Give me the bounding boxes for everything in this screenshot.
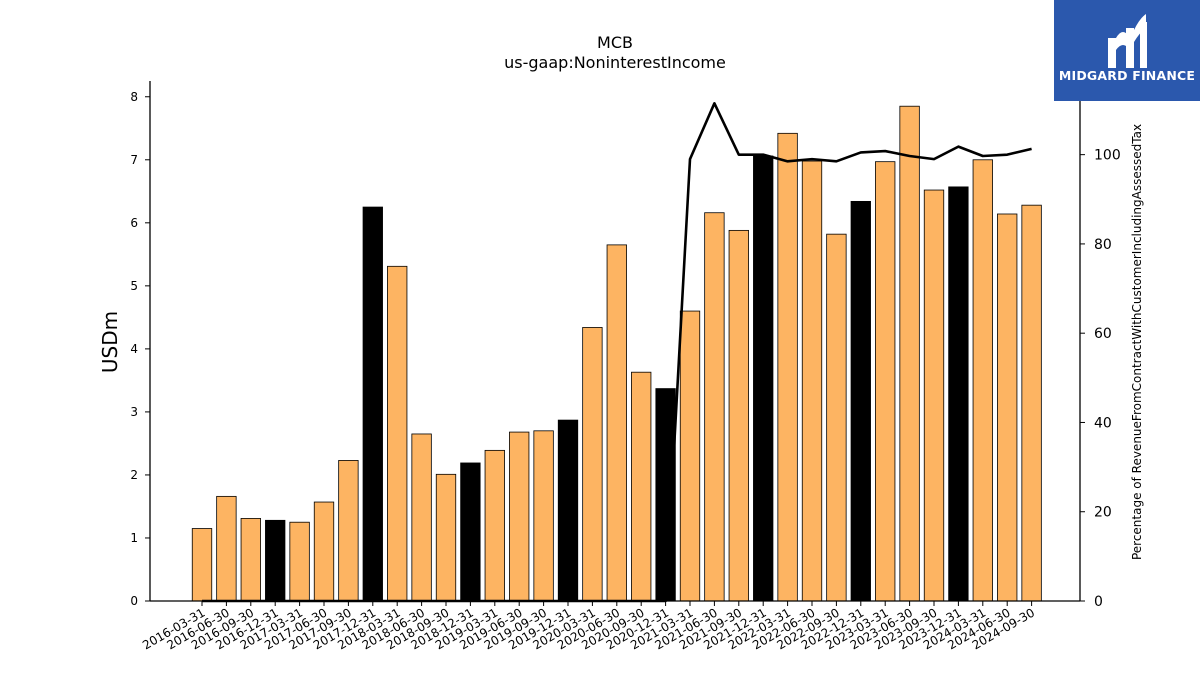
bar-2019-09-30 <box>533 430 554 602</box>
logo-text: MIDGARD FINANCE <box>1058 68 1196 83</box>
bar-2021-06-30 <box>704 212 725 602</box>
chart-title: MCB <box>597 33 633 52</box>
bar-2023-09-30 <box>923 189 945 602</box>
bar-2022-09-30 <box>826 233 847 602</box>
bar-2017-09-30 <box>338 460 359 602</box>
bar-2024-03-31 <box>972 159 993 602</box>
bar-2019-06-30 <box>509 431 530 602</box>
bar-2022-12-31 <box>850 200 871 602</box>
y-tick-label: 2 <box>130 468 138 482</box>
y2-tick-label: 40 <box>1094 415 1112 431</box>
y-tick-label: 1 <box>130 531 138 545</box>
bars-group <box>191 105 1042 602</box>
y-tick-label: 6 <box>130 216 138 230</box>
bar-2017-12-31 <box>362 206 383 602</box>
x-tick-labels: 2016-03-312016-06-302016-09-302016-12-31… <box>140 601 1037 652</box>
bar-2021-09-30 <box>728 229 749 602</box>
y-tick-label: 3 <box>130 405 138 419</box>
bar-2023-03-31 <box>875 161 896 602</box>
bar-2016-12-31 <box>265 519 286 602</box>
bar-2017-06-30 <box>313 501 335 602</box>
y-tick-label: 8 <box>130 90 138 104</box>
y2-tick-label: 100 <box>1094 148 1121 164</box>
bar-2022-03-31 <box>777 132 798 602</box>
y-tick-label: 0 <box>130 594 138 608</box>
bar-2022-06-30 <box>801 160 823 602</box>
bar-2020-03-31 <box>582 327 603 602</box>
y2-tick-label: 20 <box>1094 505 1112 521</box>
y-tick-labels: 0 1 2 3 4 5 6 7 8 <box>130 90 150 608</box>
bar-2018-09-30 <box>435 473 457 602</box>
logo-mark-icon <box>1108 14 1147 68</box>
bar-2024-06-30 <box>997 213 1018 602</box>
y-axis-label: USDm <box>98 311 122 373</box>
bar-2016-09-30 <box>240 518 261 602</box>
bar-2023-12-31 <box>948 186 969 602</box>
y-tick-label: 4 <box>130 342 138 356</box>
y2-tick-label: 80 <box>1094 237 1112 253</box>
brand-logo: MIDGARD FINANCE <box>1054 0 1200 101</box>
y2-tick-labels: 0 20 40 60 80 100 <box>1080 148 1121 610</box>
y2-axis-label: Percentage of RevenueFromContractWithCus… <box>1130 124 1144 560</box>
y-tick-label: 5 <box>130 279 138 293</box>
bar-2018-03-31 <box>387 265 408 602</box>
bar-2018-12-31 <box>460 462 481 602</box>
bar-2017-03-31 <box>289 521 310 602</box>
bar-2019-03-31 <box>484 449 505 602</box>
bar-2018-06-30 <box>411 433 432 602</box>
bar-2021-03-31 <box>679 310 701 602</box>
axes-group <box>149 81 1081 602</box>
y2-tick-label: 60 <box>1094 326 1112 342</box>
y-tick-label: 7 <box>130 153 138 167</box>
bar-2023-06-30 <box>899 105 920 602</box>
bar-2024-09-30 <box>1021 204 1042 602</box>
bar-2016-06-30 <box>216 495 237 602</box>
bar-2020-06-30 <box>606 244 627 602</box>
y2-tick-label: 0 <box>1094 594 1103 610</box>
bar-2020-09-30 <box>631 371 652 602</box>
bar-2021-12-31 <box>753 155 774 602</box>
bar-2016-03-31 <box>191 528 213 602</box>
bar-2019-12-31 <box>557 419 579 602</box>
chart-subtitle: us-gaap:NoninterestIncome <box>504 53 726 72</box>
